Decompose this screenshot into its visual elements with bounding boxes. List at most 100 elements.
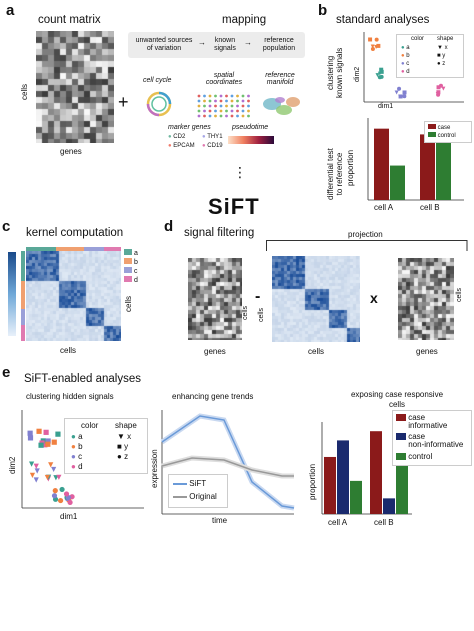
scatter-point	[38, 442, 44, 448]
spatial-dot	[236, 114, 239, 118]
scatter-point	[51, 439, 57, 445]
spatial-dot	[225, 94, 228, 98]
bar	[420, 134, 435, 200]
b-bar-legend: case control	[424, 121, 472, 143]
scatter-point	[402, 94, 407, 99]
scatter-point	[51, 466, 57, 473]
b-legend-shape-title: shape	[437, 36, 454, 42]
scatter-point	[441, 86, 446, 91]
bar	[436, 140, 451, 200]
bar	[337, 440, 349, 514]
trend-legend-original: Original	[173, 492, 217, 501]
scatter-point	[376, 43, 381, 48]
spatial-dot	[247, 99, 250, 103]
spatial-dot	[197, 104, 201, 108]
scatter-point	[33, 463, 39, 469]
scatter-point	[48, 462, 54, 468]
scatter-point	[55, 431, 61, 437]
bar	[374, 128, 389, 200]
spatial-dot	[208, 114, 212, 118]
mapping-unwanted: unwanted sources of variation	[130, 37, 198, 53]
scatter-point	[51, 493, 58, 499]
e-legend-control: control	[396, 453, 432, 461]
sift-enabled-title: SiFT-enabled analyses	[24, 373, 141, 385]
scatter-point	[28, 461, 35, 467]
marker-thy1: ● THY1	[202, 134, 223, 140]
e-legend-color-title: color	[81, 421, 99, 430]
b-cat-cell-b: cell B	[420, 203, 440, 212]
spatial-dot	[225, 104, 228, 108]
spatial-dot	[236, 104, 239, 108]
d-count-matrix-1	[188, 258, 242, 340]
reference-manifold-icon	[263, 97, 300, 115]
spatial-dot	[197, 94, 201, 98]
count-matrix-title: count matrix	[38, 14, 101, 26]
mapping-known: known signals	[208, 37, 242, 53]
spatial-dot	[214, 104, 217, 108]
spatial-dot	[203, 114, 206, 118]
bar	[324, 456, 336, 514]
spatial-dot	[208, 99, 212, 103]
panel-c-label: c	[2, 218, 11, 235]
spatial-dot	[219, 114, 223, 118]
scatter-point	[398, 94, 403, 99]
scatter-point	[368, 37, 373, 42]
spatial-dot	[208, 109, 212, 113]
time-label: time	[212, 516, 228, 525]
cell-cycle-icon	[146, 91, 172, 117]
sift-trend-line	[161, 415, 295, 509]
d-genes-label-2: genes	[416, 347, 438, 356]
spatial-dot	[214, 94, 217, 98]
panel-e-label: e	[2, 364, 11, 381]
spatial-dot	[208, 104, 212, 108]
b-scatter-legend: color shape ● a ● b ● c ● d ▼ x ■ y ● z	[396, 34, 464, 78]
e-legend-colors: ● a ● b ● c ● d	[71, 432, 83, 471]
scatter-point	[43, 429, 49, 435]
scatter-point	[379, 74, 384, 79]
spatial-dot	[214, 114, 217, 118]
bar	[390, 165, 405, 200]
e-legend-shape-title: shape	[115, 421, 137, 430]
spatial-dot	[225, 109, 228, 113]
spatial-dot	[208, 94, 212, 98]
mapping-arrow-2: →	[244, 38, 252, 47]
expression-label: expression	[150, 449, 159, 488]
scatter-point	[375, 73, 380, 78]
projection-bracket	[266, 240, 468, 251]
mapping-reference: reference population	[254, 37, 304, 53]
mapping-flow-box: unwanted sources of variation → known si…	[128, 32, 305, 58]
mapping-arrow-1: →	[198, 38, 206, 47]
spatial-dot	[241, 109, 245, 113]
pseudotime-colorbar	[228, 136, 274, 144]
b-legend-control: control	[428, 132, 456, 139]
spatial-dot	[230, 109, 234, 113]
scatter-point	[45, 441, 51, 447]
scatter-point	[27, 430, 33, 436]
d-kernel-heatmap	[272, 256, 360, 342]
e-scatter	[21, 410, 144, 509]
e-bar-legend: case informative case non-informative co…	[392, 410, 472, 466]
e-bar-chart	[321, 422, 412, 515]
spatial-dot	[214, 109, 217, 113]
scatter-point	[436, 90, 441, 95]
scatter-point	[34, 468, 40, 474]
flow-dots: ⋮	[233, 164, 247, 180]
times-sign: x	[370, 290, 378, 306]
e-proportion-label: proportion	[308, 463, 317, 500]
e-dim1-label: dim1	[60, 512, 78, 521]
marker-genes-label: marker genes	[168, 124, 211, 131]
spatial-dot	[197, 114, 201, 118]
spatial-dot	[225, 114, 228, 118]
scatter-point	[36, 428, 42, 434]
e-legend-case-noninformative: case non-informative	[396, 433, 463, 449]
spatial-dot	[241, 104, 245, 108]
bar	[383, 498, 395, 514]
clustering-known-signals-label: clustering known signals	[326, 47, 344, 98]
projection-label: projection	[348, 230, 383, 239]
spatial-dot	[236, 99, 239, 103]
spatial-dot	[247, 114, 250, 118]
minus-sign: -	[255, 288, 261, 305]
spatial-dot	[197, 109, 201, 113]
kernel-cells-y-label: cells	[124, 295, 133, 312]
trend-legend: SiFT Original	[168, 474, 228, 508]
